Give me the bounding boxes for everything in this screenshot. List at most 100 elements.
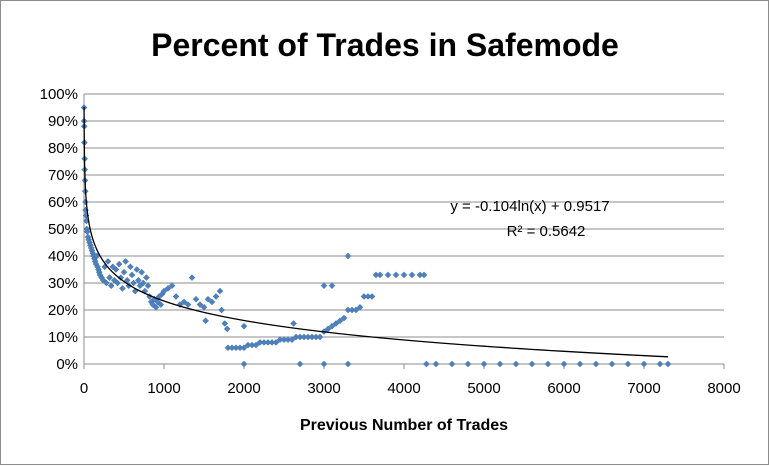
data-point xyxy=(448,360,456,368)
data-point xyxy=(103,279,110,287)
data-points xyxy=(80,104,672,368)
data-point xyxy=(138,268,145,276)
data-point xyxy=(384,271,392,279)
data-point xyxy=(528,360,536,368)
data-point xyxy=(114,279,121,287)
data-point xyxy=(152,303,160,311)
x-axis-label: Previous Number of Trades xyxy=(300,417,508,434)
data-point xyxy=(296,360,304,368)
data-point xyxy=(423,360,430,368)
data-point xyxy=(392,271,400,279)
y-tick-label: 20% xyxy=(48,302,78,319)
data-point xyxy=(640,360,648,368)
y-tick-label: 0% xyxy=(56,356,78,373)
data-point xyxy=(204,295,212,303)
data-point xyxy=(320,282,328,290)
data-point xyxy=(127,263,134,271)
data-point xyxy=(160,287,168,295)
data-point xyxy=(157,301,165,308)
data-point xyxy=(512,360,520,368)
data-point xyxy=(104,258,112,265)
data-point xyxy=(420,271,428,279)
data-point xyxy=(119,285,126,292)
data-point xyxy=(240,322,248,330)
data-point xyxy=(218,306,225,314)
gridlines xyxy=(83,93,724,365)
data-point xyxy=(332,320,340,327)
data-point xyxy=(180,298,188,306)
data-point xyxy=(576,360,584,368)
data-point xyxy=(336,317,344,325)
x-axis-ticks: 0 1000 2000 3000 4000 5000 6000 7000 8000 xyxy=(80,364,741,397)
data-point xyxy=(107,282,115,290)
data-point xyxy=(288,336,296,344)
data-point xyxy=(320,360,328,368)
y-tick-label: 50% xyxy=(48,221,78,238)
data-point xyxy=(112,266,120,273)
data-point xyxy=(223,325,231,333)
y-tick-label: 70% xyxy=(48,167,78,184)
data-point xyxy=(168,282,176,290)
data-point xyxy=(408,271,416,279)
x-tick-label: 0 xyxy=(80,380,88,397)
data-point xyxy=(664,360,672,368)
data-point xyxy=(560,360,568,368)
data-point xyxy=(328,322,336,330)
data-point xyxy=(172,293,180,300)
data-point xyxy=(252,341,260,349)
y-tick-label: 90% xyxy=(48,113,78,130)
data-point xyxy=(200,303,208,311)
y-tick-label: 10% xyxy=(48,329,78,346)
x-tick-label: 2000 xyxy=(227,380,260,397)
data-point xyxy=(432,360,440,368)
y-axis-ticks: 0% 10% 20% 30% 40% 50% 60% 70% 80% 90% 100% xyxy=(40,86,78,373)
data-point xyxy=(240,344,248,352)
x-tick-label: 3000 xyxy=(307,380,340,397)
data-point xyxy=(120,268,128,276)
data-point xyxy=(188,274,196,281)
x-tick-label: 7000 xyxy=(627,380,660,397)
data-point xyxy=(316,333,324,341)
data-point xyxy=(143,274,150,281)
chart-title: Percent of Trades in Safemode xyxy=(151,27,619,63)
data-point xyxy=(356,303,364,311)
y-tick-label: 30% xyxy=(48,275,78,292)
data-point xyxy=(208,298,216,306)
x-tick-label: 5000 xyxy=(467,380,500,397)
y-tick-label: 80% xyxy=(48,140,78,157)
data-point xyxy=(135,276,142,284)
data-point xyxy=(340,314,348,322)
data-point xyxy=(144,282,152,290)
data-point xyxy=(184,301,192,308)
data-point xyxy=(480,360,488,368)
trendline-equation: y = -0.104ln(x) + 0.9517 xyxy=(450,198,609,215)
data-point xyxy=(240,360,248,368)
data-point xyxy=(592,360,600,368)
data-point xyxy=(544,360,552,368)
data-point xyxy=(656,360,664,368)
x-tick-label: 1000 xyxy=(147,380,180,397)
data-point xyxy=(139,279,147,287)
data-point xyxy=(122,258,129,265)
data-point xyxy=(106,274,113,281)
data-point xyxy=(368,293,376,300)
data-point xyxy=(376,271,384,279)
data-point xyxy=(128,271,136,279)
data-point xyxy=(133,266,141,273)
data-point xyxy=(290,320,297,327)
trendline-r-squared: R² = 0.5642 xyxy=(507,223,586,240)
y-tick-label: 100% xyxy=(40,86,78,103)
y-tick-label: 40% xyxy=(48,248,78,265)
data-point xyxy=(164,285,172,292)
data-point xyxy=(130,279,137,287)
data-point xyxy=(272,339,280,346)
data-point xyxy=(464,360,472,368)
data-point xyxy=(344,360,352,368)
data-point xyxy=(344,252,352,260)
data-point xyxy=(82,198,89,206)
data-point xyxy=(216,287,224,295)
data-point xyxy=(624,360,632,368)
data-point xyxy=(202,317,209,325)
